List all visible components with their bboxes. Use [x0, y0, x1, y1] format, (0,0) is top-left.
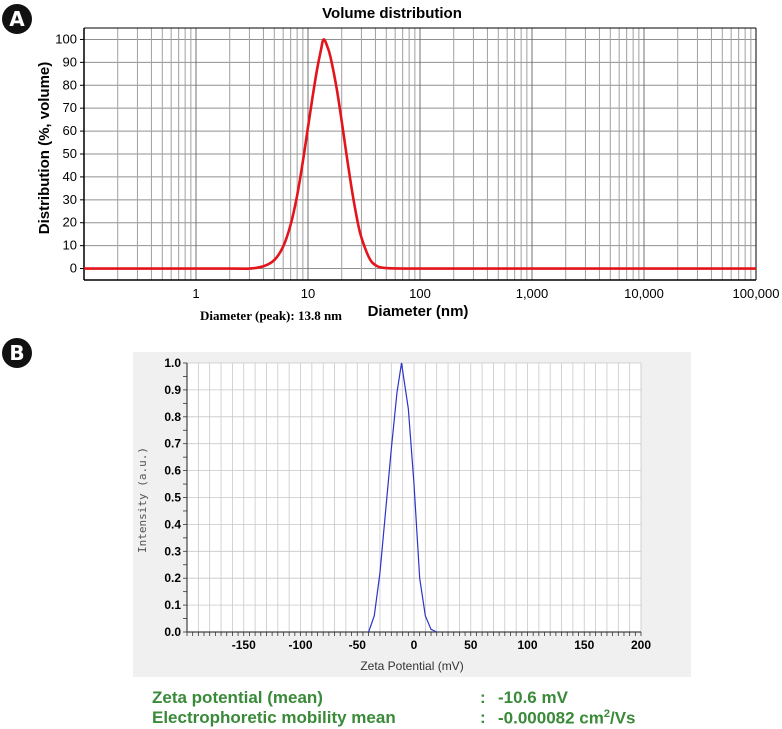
chart-b-x-tick-label: 0: [411, 638, 418, 652]
chart-b-y-tick-label: 0.7: [164, 437, 181, 451]
mobility-mean-label: Electrophoretic mobility mean: [152, 708, 396, 727]
chart-a-y-tick-label: 30: [63, 192, 77, 207]
chart-b-y-tick-label: 0.3: [164, 544, 181, 558]
chart-a-y-tick-label: 80: [63, 77, 77, 92]
chart-a-y-tick-label: 40: [63, 169, 77, 184]
panel-a-badge: A: [2, 4, 32, 34]
chart-b-x-tick-label: 150: [574, 638, 594, 652]
chart-b-y-tick-label: 0.1: [164, 598, 181, 612]
chart-b-series-line: [368, 362, 437, 633]
chart-a-x-tick-label: 10,000: [624, 286, 664, 301]
chart-b-y-tick-label: 0.9: [164, 383, 181, 397]
chart-a-title: Volume distribution: [322, 5, 462, 22]
chart-b-x-tick-label: 50: [464, 638, 478, 652]
chart-b-x-tick-label: -150: [232, 638, 256, 652]
chart-a-x-tick-label: 1: [192, 286, 199, 301]
chart-a-x-tick-label: 1,000: [516, 286, 549, 301]
chart-b-y-axis-label: Intensity (a.u.): [136, 447, 149, 553]
chart-a-x-ticks: 1 10 100 1,000 10,000 100,000: [192, 286, 779, 301]
chart-a-y-tick-label: 50: [63, 146, 77, 161]
chart-a-y-axis-label: Distribution (%, volume): [36, 62, 53, 235]
chart-b-y-tick-label: 0.4: [164, 517, 181, 531]
chart-a-y-tick-label: 0: [70, 261, 77, 276]
chart-a-y-tick-label: 20: [63, 215, 77, 230]
chart-a-x-tick-label: 10: [301, 286, 315, 301]
mobility-mean-separator: :: [480, 708, 486, 727]
chart-a-y-tick-label: 100: [55, 31, 77, 46]
chart-b-x-ticks: -150 -100 -50 0 50 100 150 200: [232, 638, 652, 652]
volume-distribution-chart: Volume distribution 0 10 20 30 40 50 60 70 80 90 1…: [36, 5, 780, 323]
chart-b-grid: [186, 362, 642, 633]
chart-b-y-ticks: 0.0 0.1 0.2 0.3 0.4 0.5 0.6 0.7 0.8 0.9 1.0: [164, 356, 181, 639]
chart-b-y-tick-label: 1.0: [164, 356, 181, 370]
chart-b-x-tick-label: -100: [288, 638, 312, 652]
chart-a-y-tick-label: 90: [63, 54, 77, 69]
mobility-value-main: -0.000082 cm: [498, 708, 604, 728]
chart-b-x-tick-label: 100: [517, 638, 537, 652]
mobility-mean-value: -0.000082 cm2/Vs: [498, 708, 636, 729]
panel-b-badge: B: [2, 338, 32, 368]
chart-b-y-tick-label: 0.2: [164, 571, 181, 585]
chart-a-x-tick-label: 100: [409, 286, 431, 301]
zeta-mean-value: -10.6 mV: [498, 688, 568, 707]
chart-b-x-tick-label: -50: [349, 638, 367, 652]
zeta-mean-label: Zeta potential (mean): [152, 688, 323, 707]
chart-b-y-tick-label: 0.0: [164, 625, 181, 639]
chart-a-x-tick-label: 100,000: [733, 286, 780, 301]
peak-diameter-annotation: Diameter (peak): 13.8 nm: [200, 308, 342, 323]
chart-a-x-axis-label: Diameter (nm): [368, 303, 469, 320]
chart-a-series-line: [84, 38, 756, 271]
zeta-mean-separator: :: [480, 688, 486, 707]
chart-b-y-tick-label: 0.6: [164, 464, 181, 478]
chart-b-x-axis-label: Zeta Potential (mV): [360, 659, 463, 673]
chart-b-y-tick-label: 0.8: [164, 410, 181, 424]
chart-b-minor-ticks: [183, 362, 642, 636]
mobility-value-unit: /Vs: [610, 708, 636, 728]
chart-b-y-tick-label: 0.5: [164, 491, 181, 505]
chart-a-y-tick-label: 70: [63, 100, 77, 115]
chart-b-x-tick-label: 200: [631, 638, 651, 652]
chart-a-y-ticks: 0 10 20 30 40 50 60 70 80 90 100: [55, 31, 84, 276]
chart-a-y-tick-label: 60: [63, 123, 77, 138]
chart-a-y-tick-label: 10: [63, 238, 77, 253]
mobility-value-superscript: 2: [603, 708, 610, 720]
